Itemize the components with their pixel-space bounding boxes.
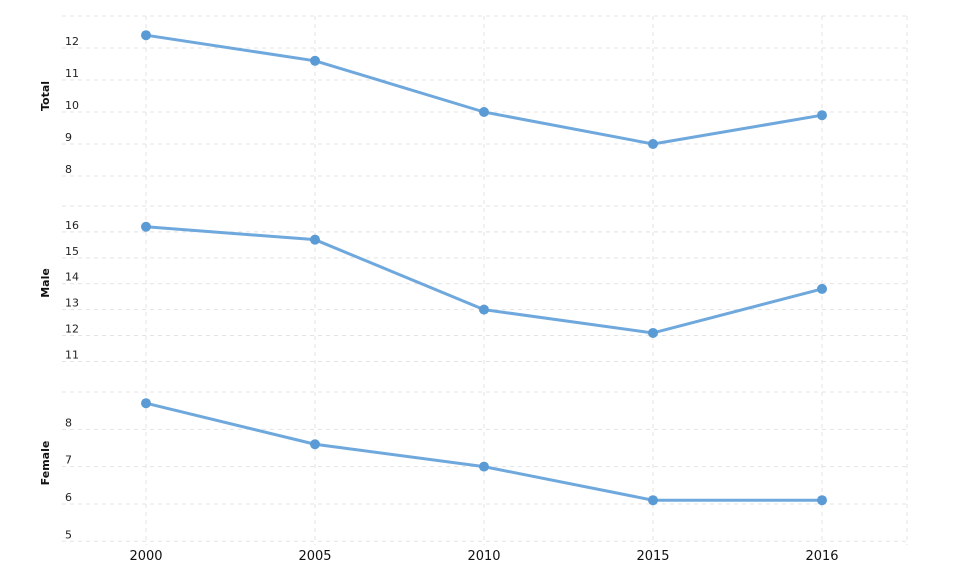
- y-tick-label: 8: [65, 163, 72, 176]
- y-axis-label: Female: [39, 441, 52, 486]
- x-tick-label: 2015: [636, 549, 669, 564]
- data-point: [310, 55, 320, 66]
- y-tick-label: 12: [65, 323, 79, 336]
- data-point: [141, 30, 151, 41]
- y-tick-label: 11: [65, 67, 79, 80]
- panel-total: 8 9 10 11 12 Total: [39, 15, 908, 177]
- data-point: [141, 221, 151, 232]
- vertical-gridlines: [145, 16, 908, 545]
- data-point: [479, 107, 489, 117]
- x-tick-label: 2005: [298, 549, 331, 564]
- data-point: [817, 110, 827, 121]
- y-tick-label: 12: [65, 35, 79, 48]
- y-tick-label: 15: [65, 245, 79, 258]
- y-tick-label: 11: [65, 348, 79, 361]
- x-tick-label: 2016: [805, 549, 838, 564]
- y-tick-label: 14: [65, 271, 79, 284]
- data-point: [310, 234, 320, 245]
- data-point: [817, 495, 827, 506]
- y-tick-label: 6: [65, 491, 72, 504]
- x-tick-label: 2010: [467, 549, 500, 564]
- y-tick-label: 8: [65, 416, 72, 429]
- y-tick-label: 9: [65, 131, 72, 144]
- y-tick-label: 10: [65, 99, 79, 112]
- y-axis-label: Total: [39, 81, 52, 111]
- y-tick-label: 13: [65, 297, 79, 310]
- data-point: [479, 304, 489, 315]
- x-axis: 2000 2005 2010 2015 2016: [129, 549, 838, 564]
- panel-male: 11 12 13 14 15 16 Male: [39, 205, 908, 362]
- data-point: [817, 283, 827, 294]
- panel-female: 5 6 7 8 Female: [39, 391, 908, 542]
- y-axis-label: Male: [39, 268, 52, 298]
- data-point: [648, 139, 658, 149]
- data-point: [648, 327, 658, 338]
- data-point: [648, 495, 658, 506]
- y-tick-label: 7: [65, 454, 72, 467]
- data-point: [141, 398, 151, 409]
- y-tick-label: 16: [65, 219, 79, 232]
- y-tick-label: 5: [65, 528, 72, 541]
- data-point: [479, 461, 489, 472]
- x-tick-label: 2000: [129, 549, 162, 564]
- data-point: [310, 439, 320, 450]
